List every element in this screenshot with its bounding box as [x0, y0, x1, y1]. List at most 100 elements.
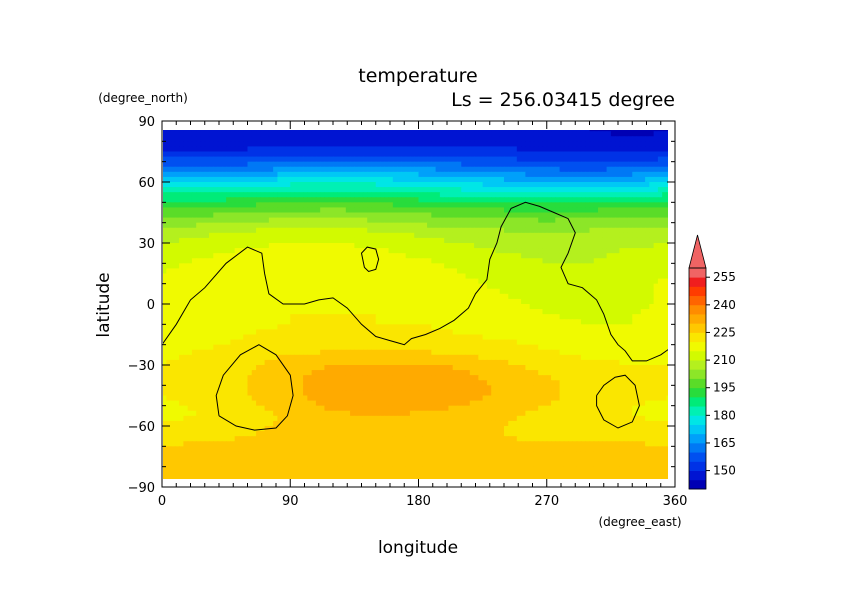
heatmap-cell [546, 176, 552, 183]
heatmap-cell [367, 202, 373, 209]
heatmap-cell [392, 324, 398, 331]
heatmap-cell [238, 207, 244, 214]
heatmap-cell [163, 232, 167, 239]
heatmap-cell [174, 293, 180, 300]
heatmap-cell [508, 278, 514, 285]
heatmap-cell [247, 263, 253, 270]
heatmap-cell [285, 232, 291, 239]
heatmap-cell [392, 197, 398, 203]
heatmap-cell [397, 151, 402, 158]
heatmap-cell [623, 309, 629, 315]
heatmap-cell [598, 222, 603, 229]
heatmap-cell [478, 156, 484, 163]
heatmap-cell [264, 309, 270, 315]
heatmap-cell [474, 207, 479, 214]
heatmap-cell [491, 268, 497, 275]
heatmap-cell [632, 166, 638, 173]
heatmap-cell [469, 278, 475, 285]
heatmap-cell [645, 131, 650, 137]
heatmap-cell [653, 151, 659, 158]
heatmap-cell [521, 227, 526, 234]
heatmap-cell [649, 141, 655, 148]
heatmap-cell [563, 329, 569, 336]
heatmap-cell [290, 293, 296, 300]
heatmap-cell [478, 314, 484, 320]
heatmap-cell [226, 237, 232, 244]
heatmap-cell [580, 131, 586, 137]
heatmap-cell [230, 136, 236, 142]
heatmap-cell [367, 146, 373, 153]
heatmap-cell [623, 176, 629, 183]
heatmap-cell [431, 161, 437, 168]
heatmap-cell [521, 304, 526, 310]
heatmap-cell [303, 263, 308, 270]
heatmap-cell [645, 278, 650, 285]
heatmap-cell [495, 243, 501, 249]
heatmap-cell [491, 156, 497, 163]
heatmap-cell [465, 146, 471, 153]
heatmap-cell [610, 273, 616, 280]
heatmap-cell [508, 319, 514, 325]
heatmap-cell [273, 130, 279, 132]
heatmap-cell [512, 130, 518, 132]
heatmap-cell [619, 217, 625, 224]
heatmap-cell [546, 319, 552, 325]
heatmap-cell [431, 268, 437, 275]
heatmap-cell [298, 131, 304, 137]
heatmap-cell [580, 156, 586, 163]
heatmap-cell [444, 187, 450, 193]
heatmap-cell [418, 156, 424, 163]
heatmap-cell [281, 222, 287, 229]
heatmap-cell [427, 283, 432, 290]
heatmap-cell [384, 304, 390, 310]
heatmap-cell [345, 309, 351, 315]
heatmap-cell [431, 258, 437, 264]
heatmap-cell [431, 222, 437, 229]
heatmap-cell [226, 304, 232, 310]
heatmap-cell [653, 217, 659, 224]
heatmap-cell [285, 187, 291, 193]
heatmap-cell [277, 171, 283, 178]
heatmap-cell [290, 151, 296, 158]
heatmap-cell [533, 283, 539, 290]
heatmap-cell [495, 202, 501, 209]
heatmap-cell [589, 248, 595, 254]
heatmap-cell [256, 197, 261, 203]
heatmap-cell [469, 314, 475, 320]
heatmap-cell [264, 319, 270, 325]
heatmap-cell [362, 141, 368, 148]
heatmap-cell [163, 222, 167, 229]
heatmap-cell [307, 166, 313, 173]
heatmap-cell [166, 171, 172, 178]
heatmap-cell [341, 283, 347, 290]
heatmap-cell [328, 212, 334, 219]
heatmap-cell [632, 212, 638, 219]
heatmap-cell [187, 171, 193, 178]
heatmap-cell [585, 263, 591, 270]
heatmap-cell [307, 171, 313, 178]
heatmap-cell [350, 136, 355, 142]
heatmap-cell [401, 182, 407, 188]
heatmap-cell [427, 182, 432, 188]
heatmap-cell [179, 243, 184, 249]
heatmap-cell [264, 197, 270, 203]
heatmap-cell [358, 329, 364, 336]
heatmap-cell [384, 197, 390, 203]
heatmap-cell [465, 278, 471, 285]
heatmap-cell [439, 146, 445, 153]
heatmap-cell [657, 146, 663, 153]
heatmap-cell [508, 207, 514, 214]
heatmap-cell [392, 161, 398, 168]
heatmap-cell [593, 197, 599, 203]
heatmap-cell [593, 202, 599, 209]
heatmap-cell [572, 176, 578, 183]
heatmap-cell [290, 182, 296, 188]
heatmap-cell [580, 171, 586, 178]
heatmap-cell [311, 232, 317, 239]
heatmap-cell [187, 192, 193, 198]
x-axis-label: longitude [378, 538, 458, 558]
heatmap-cell [401, 237, 407, 244]
heatmap-cell [362, 192, 368, 198]
heatmap-cell [598, 151, 603, 158]
heatmap-cell [337, 314, 343, 320]
